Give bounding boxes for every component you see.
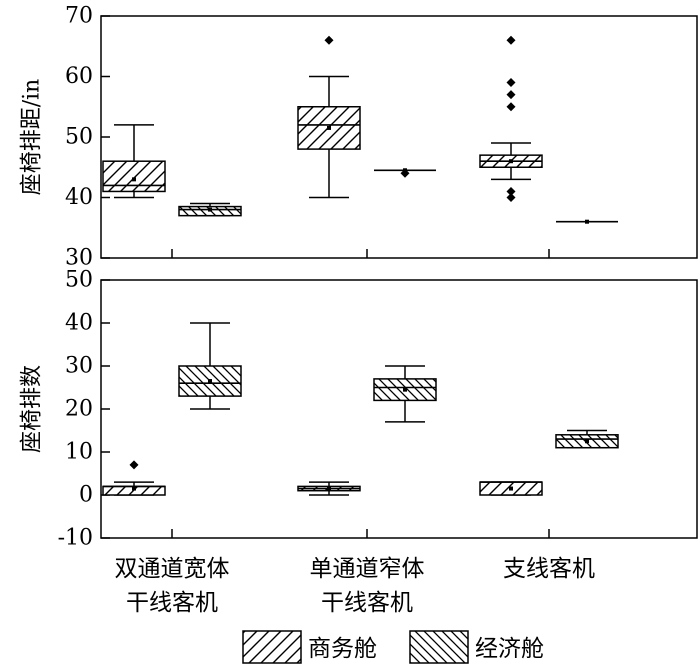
legend-swatch-business xyxy=(242,630,302,664)
outlier-point xyxy=(506,35,516,45)
outlier-point xyxy=(506,90,516,100)
outlier-point xyxy=(506,193,516,202)
mean-marker xyxy=(585,439,589,444)
top-y-tick-label: 70 xyxy=(65,4,93,29)
outlier-point xyxy=(129,460,139,470)
mean-marker xyxy=(327,486,331,491)
mean-marker xyxy=(132,177,136,182)
mean-marker xyxy=(327,125,331,130)
top-box-business-0 xyxy=(102,124,166,199)
outlier-point xyxy=(324,35,334,45)
category-label: 干线客机 xyxy=(126,590,218,616)
outlier-point xyxy=(506,102,516,112)
top-panel: 30 40 50 60 70 座椅排距/in xyxy=(20,4,698,271)
top-y-tick-label: 40 xyxy=(65,185,93,210)
bottom-y-tick-label: 20 xyxy=(65,397,93,422)
mean-marker xyxy=(585,219,589,224)
top-box-economy-0 xyxy=(178,202,242,217)
top-boxes xyxy=(102,35,618,258)
legend: 商务舱 经济舱 xyxy=(242,630,544,664)
bottom-box-economy-1 xyxy=(373,365,437,423)
bottom-y-tick-label: 30 xyxy=(65,354,93,379)
mean-marker xyxy=(403,387,407,392)
category-label: 支线客机 xyxy=(503,556,595,582)
outlier-point xyxy=(506,78,516,88)
bottom-box-business-2 xyxy=(479,481,543,496)
bottom-y-axis: -10 0 10 20 30 40 50 xyxy=(58,268,110,551)
bottom-y-tick-label: 40 xyxy=(65,311,93,336)
category-label: 干线客机 xyxy=(321,590,413,616)
bottom-box-economy-0 xyxy=(178,322,242,410)
legend-label-business: 商务舱 xyxy=(308,636,377,662)
outlier-point xyxy=(506,186,516,196)
bottom-box-business-0 xyxy=(102,460,166,496)
top-y-axis: 30 40 50 60 70 xyxy=(65,4,110,271)
top-y-axis-label: 座椅排距/in xyxy=(20,79,45,196)
category-label: 双通道宽体 xyxy=(115,556,230,582)
bottom-y-tick-label: 10 xyxy=(65,440,93,465)
top-box-business-1 xyxy=(297,35,361,199)
outlier-point xyxy=(400,168,410,178)
bottom-boxes xyxy=(102,322,619,538)
mean-marker xyxy=(509,486,513,491)
top-y-tick-label: 60 xyxy=(65,64,93,89)
mean-marker xyxy=(208,207,212,212)
legend-swatch-economy xyxy=(409,630,469,664)
mean-marker xyxy=(208,379,212,384)
bottom-box-economy-2 xyxy=(555,429,619,449)
bottom-panel: -10 0 10 20 30 40 50 座椅排数 xyxy=(20,268,698,551)
bottom-y-tick-label: 0 xyxy=(79,483,93,508)
top-box-business-2 xyxy=(479,35,543,202)
bottom-box-business-1 xyxy=(297,481,361,496)
top-y-tick-label: 30 xyxy=(65,246,93,271)
bottom-y-tick-label: 50 xyxy=(65,268,93,293)
legend-label-economy: 经济舱 xyxy=(475,636,544,662)
bottom-y-axis-label: 座椅排数 xyxy=(20,365,45,453)
mean-marker xyxy=(132,486,136,491)
iqr-box xyxy=(102,160,166,193)
bottom-y-tick-label: -10 xyxy=(58,526,93,551)
top-box-economy-2 xyxy=(556,219,618,224)
top-y-tick-label: 50 xyxy=(65,125,93,150)
top-box-economy-1 xyxy=(374,168,436,178)
mean-marker xyxy=(509,159,513,164)
category-label: 单通道窄体 xyxy=(310,556,425,582)
